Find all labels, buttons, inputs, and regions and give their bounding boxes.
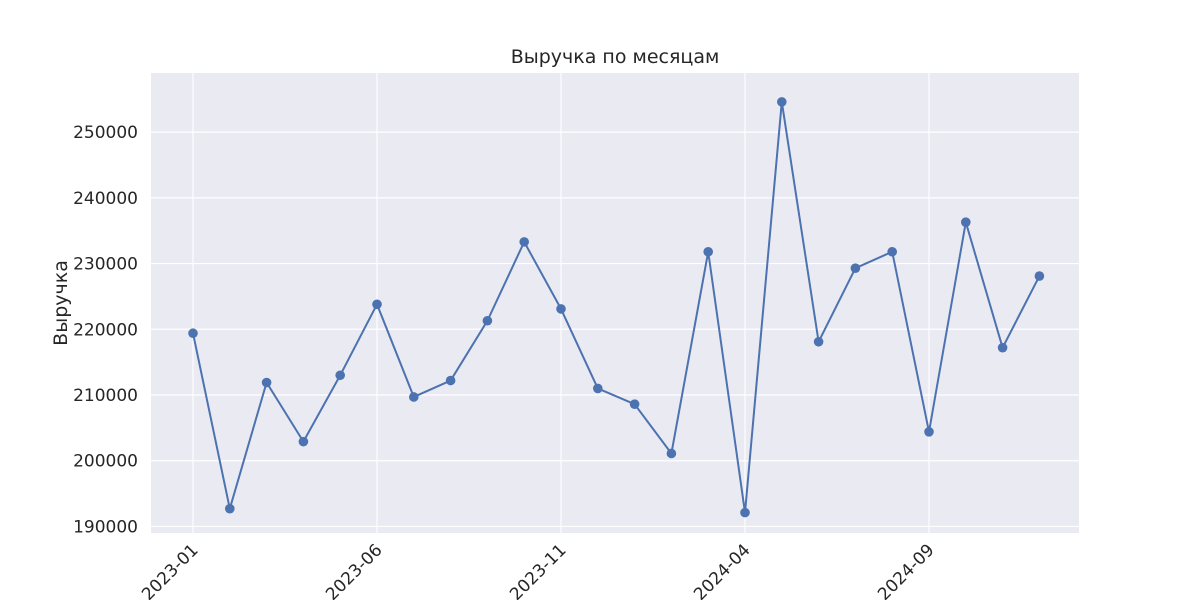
chart-title: Выручка по месяцам — [511, 46, 720, 68]
y-axis-ticks: 190000 200000 210000 220000 230000 240000 2500… — [73, 123, 138, 537]
data-point — [593, 383, 603, 394]
y-tick-label: 190000 — [73, 517, 138, 537]
data-point — [298, 436, 309, 447]
data-point — [225, 503, 235, 514]
data-point — [445, 375, 456, 386]
data-point — [813, 336, 824, 347]
data-point — [372, 299, 382, 310]
data-point — [629, 399, 640, 410]
y-tick-label: 200000 — [73, 452, 138, 472]
data-point — [519, 237, 529, 247]
data-point — [997, 342, 1008, 353]
data-point — [1034, 271, 1045, 281]
y-tick-label: 230000 — [73, 255, 138, 275]
x-tick-label: 2024-09 — [874, 540, 938, 600]
x-tick-label: 2023-06 — [322, 540, 386, 600]
data-point — [261, 377, 272, 388]
data-point — [887, 246, 897, 257]
data-point — [556, 304, 566, 314]
data-point — [740, 507, 750, 518]
plot-area — [151, 73, 1079, 533]
grid-lines — [151, 73, 1079, 533]
data-point — [961, 217, 971, 227]
data-point — [482, 315, 493, 326]
y-tick-label: 240000 — [73, 189, 138, 209]
series-line — [192, 100, 1041, 514]
x-tick-label: 2024-04 — [690, 540, 754, 600]
data-point — [703, 246, 713, 257]
data-point — [850, 263, 861, 273]
data-point — [188, 328, 198, 339]
data-point — [666, 448, 677, 459]
y-tick-label: 250000 — [73, 123, 138, 143]
y-axis-title: Выручка — [50, 260, 72, 346]
x-tick-label: 2023-11 — [506, 540, 570, 600]
x-tick-label: 2023-01 — [138, 540, 202, 600]
data-point — [335, 370, 346, 381]
data-point — [924, 427, 934, 437]
data-point — [777, 97, 787, 107]
y-tick-label: 220000 — [73, 320, 138, 340]
series-layer — [188, 97, 1045, 518]
x-axis-ticks: 2023-01 2023-06 2023-11 2024-04 2024-09 — [138, 540, 938, 604]
y-tick-label: 210000 — [73, 386, 138, 406]
data-point — [409, 392, 419, 402]
